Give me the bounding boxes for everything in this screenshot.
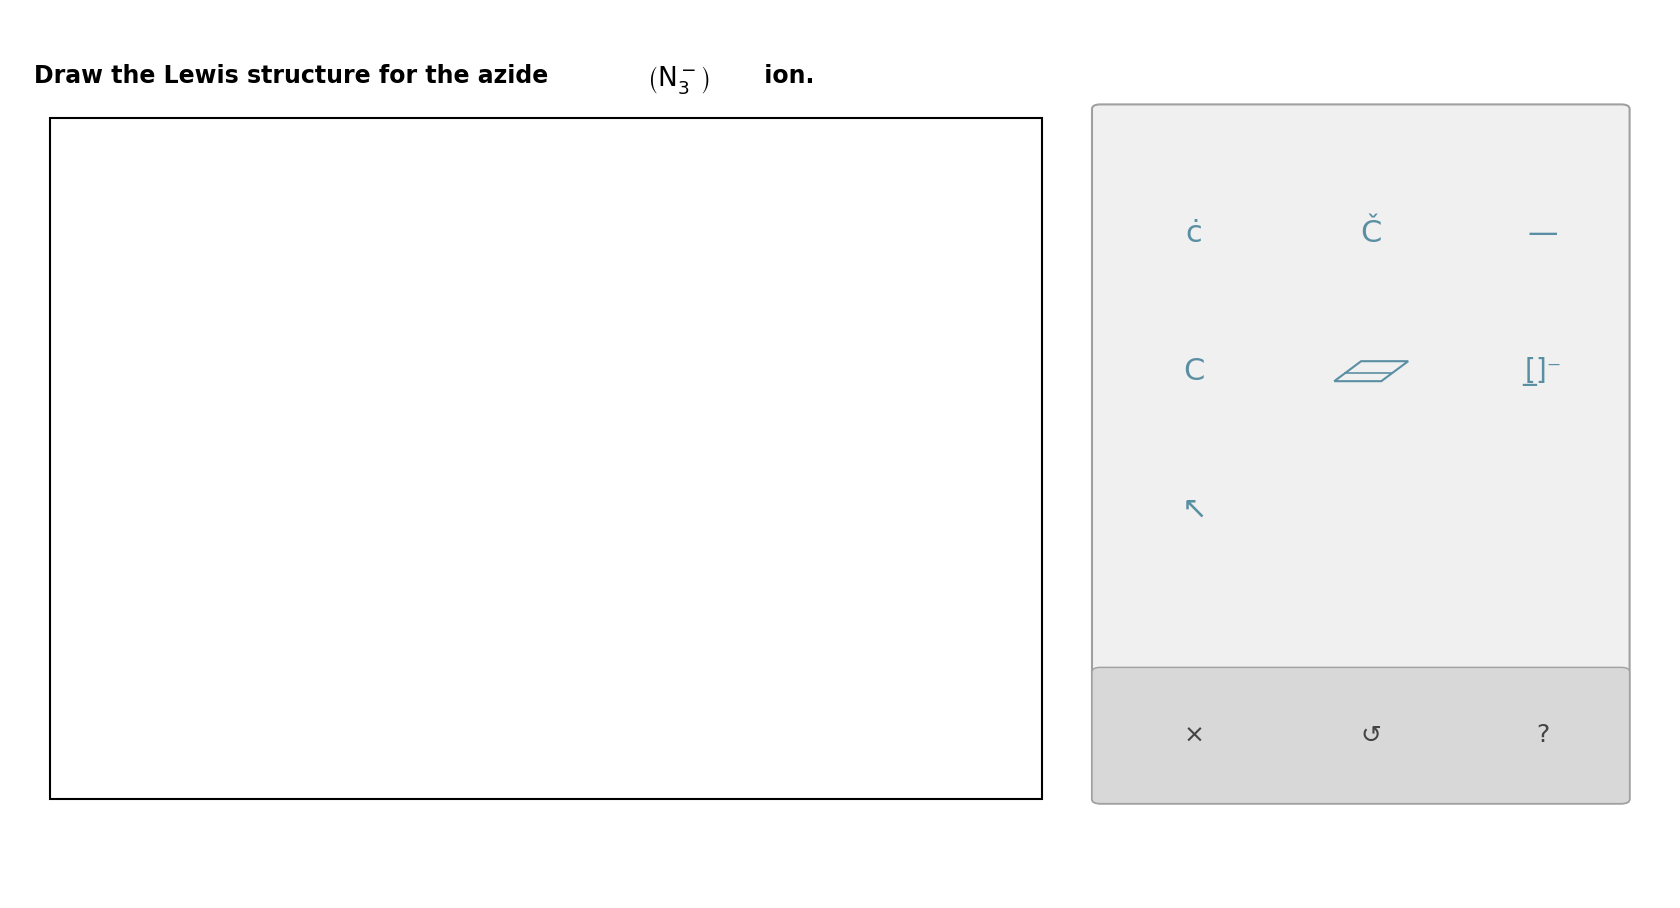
Text: $\left(\mathrm{N}_3^-\right)$: $\left(\mathrm{N}_3^-\right)$ <box>647 64 709 95</box>
Text: ×: × <box>1184 724 1205 747</box>
Text: C: C <box>1183 357 1205 386</box>
Text: ċ: ċ <box>1186 219 1203 248</box>
Text: Č: Č <box>1361 219 1383 248</box>
FancyBboxPatch shape <box>1092 667 1630 804</box>
FancyBboxPatch shape <box>1092 104 1630 804</box>
Polygon shape <box>50 118 1042 799</box>
Text: [̲]⁻: [̲]⁻ <box>1525 357 1561 386</box>
Text: Draw the Lewis structure for the azide: Draw the Lewis structure for the azide <box>34 64 556 87</box>
Text: ↖: ↖ <box>1181 495 1206 524</box>
Text: ↺: ↺ <box>1361 724 1381 747</box>
Text: ion.: ion. <box>756 64 815 87</box>
Text: —: — <box>1527 219 1559 248</box>
Text: ?: ? <box>1537 724 1549 747</box>
